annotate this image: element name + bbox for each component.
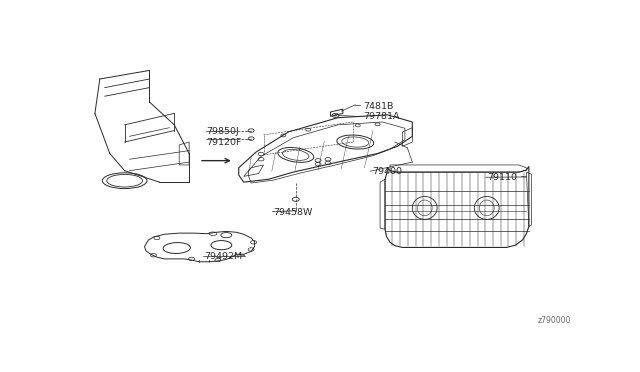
Text: 7481B: 7481B [363,102,393,111]
Text: 79400: 79400 [372,167,403,176]
Text: 79120F: 79120F [207,138,242,147]
Text: 79850J: 79850J [207,126,239,136]
Text: 79492M: 79492M [204,251,242,260]
Text: 79781A: 79781A [363,112,399,121]
Text: z790000: z790000 [538,316,571,326]
Text: 79110: 79110 [486,173,516,182]
Text: 79458W: 79458W [273,208,313,217]
